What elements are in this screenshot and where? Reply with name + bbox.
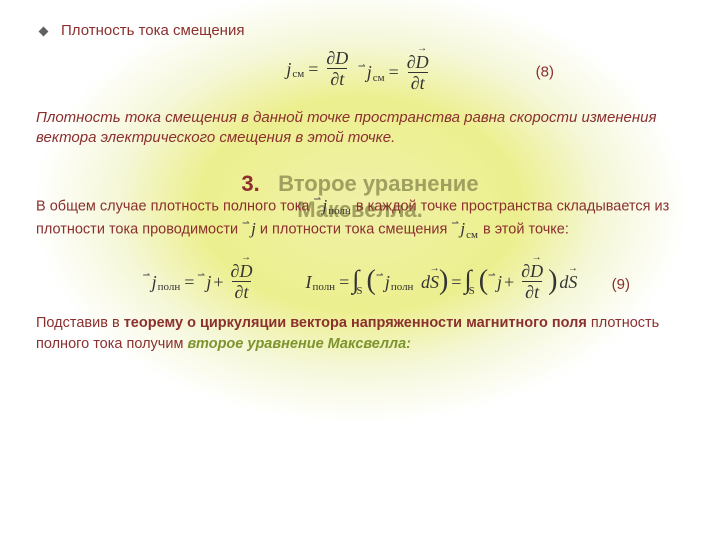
eq8-sub: см bbox=[292, 69, 304, 80]
eq9-number: (9) bbox=[612, 276, 630, 293]
section-num: 3. bbox=[241, 171, 259, 196]
eq8-frac: ∂D ∂t bbox=[323, 49, 351, 88]
eq8b-sub: см bbox=[373, 73, 385, 84]
theorem-name: теорему о циркуляции вектора напряженнос… bbox=[124, 315, 587, 331]
eq8b-eq: = bbox=[389, 63, 399, 81]
paragraph-full-current: В общем случае плотность полного тока ⇀j… bbox=[36, 195, 684, 243]
final-paragraph: Подставив в теорему о циркуляции вектора… bbox=[36, 313, 684, 355]
definition-text: Плотность тока смещения в данной точке п… bbox=[36, 108, 684, 149]
bullet-displacement-current: Плотность тока смещения bbox=[40, 22, 684, 39]
sym-j: ⇀j bbox=[242, 217, 256, 241]
eq8-j: j bbox=[286, 60, 291, 78]
sym-j-poln: ⇀jполн bbox=[313, 194, 351, 218]
vec-glyph: ⇀ bbox=[358, 62, 366, 71]
maxwell-eq-name: второе уравнение Максвелла bbox=[187, 336, 406, 352]
section-text1: Второе уравнение bbox=[278, 171, 478, 196]
equation-8: j см = ∂D ∂t ⇀ j см = ∂D ∂t (8) bbox=[36, 49, 684, 94]
bullet-marker-icon bbox=[39, 27, 49, 37]
eq8-number: (8) bbox=[536, 63, 554, 80]
bullet-text: Плотность тока смещения bbox=[61, 22, 244, 39]
equation-9: ⇀ j полн = ⇀ j + ∂D ∂t I полн = ∫S ( ⇀jп… bbox=[36, 262, 684, 301]
sym-j-cm: ⇀jсм bbox=[451, 217, 479, 241]
eq9-left: ⇀ j полн = ⇀ j + ∂D ∂t bbox=[143, 262, 258, 301]
eq8-eq: = bbox=[308, 60, 318, 78]
eq8b-frac: ∂D ∂t bbox=[404, 53, 432, 92]
eq8b-j: j bbox=[367, 63, 372, 81]
eq9-right: I полн = ∫S ( ⇀jполн dS ) = ∫S ( ⇀j + ∂D… bbox=[305, 262, 577, 301]
